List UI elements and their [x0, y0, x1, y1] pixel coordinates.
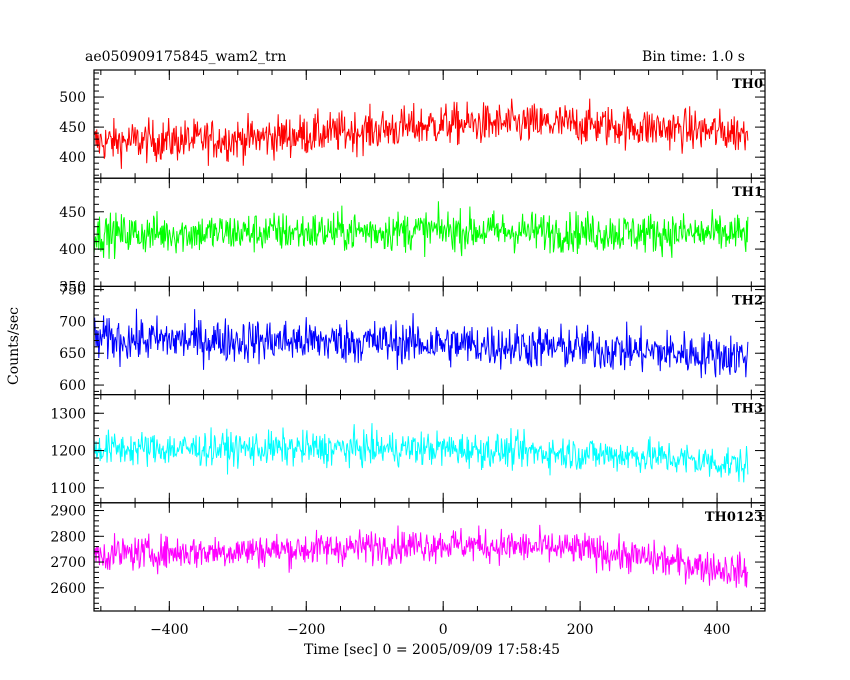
y-tick-label: 450 [59, 205, 86, 221]
panel-th2: 600 650 700 750 TH2 [59, 283, 766, 396]
y-tick-label: 1100 [50, 481, 86, 497]
bin-time-label: Bin time: 1.0 s [642, 49, 745, 65]
series-line-th2 [94, 308, 749, 379]
y-tick-label: 700 [59, 314, 86, 330]
x-axis-label: Time [sec] 0 = 2005/09/09 17:58:45 [304, 642, 560, 658]
y-tick-label: 2700 [50, 555, 86, 571]
x-tick-label: −400 [150, 622, 188, 638]
series-line-th0 [94, 98, 749, 169]
y-tick-label: 600 [59, 378, 86, 394]
series-label-th0123: TH0123 [705, 510, 763, 525]
y-tick-label: 2600 [50, 581, 86, 597]
panels: 400 450 500 TH0 350 400 450 TH1 600 650 700 750 TH2 1… [50, 69, 766, 612]
series-label-th2: TH2 [732, 293, 763, 308]
y-tick-label: 400 [59, 150, 86, 166]
y-tick-label: 400 [59, 242, 86, 258]
panel-th3: 1100 1200 1300 TH3 [50, 394, 766, 504]
panel-th0123: 2600 2700 2800 2900 TH0123 [50, 502, 766, 612]
y-tick-label: 750 [59, 283, 86, 299]
y-tick-label: 2800 [50, 529, 86, 545]
series-line-th1 [94, 201, 749, 260]
y-axis-label: Counts/sec [6, 307, 22, 385]
y-tick-label: 2900 [50, 504, 86, 520]
x-tick-label: 400 [704, 622, 731, 638]
panel-frame [93, 285, 766, 396]
x-axis: −400 −200 0 200 400 [150, 622, 730, 638]
series-label-th3: TH3 [732, 402, 763, 417]
y-tick-label: 1300 [50, 406, 86, 422]
series-line-th3 [94, 423, 749, 483]
x-tick-label: 200 [567, 622, 594, 638]
y-tick-label: 1200 [50, 444, 86, 460]
chart-title: ae050909175845_wam2_trn [85, 49, 286, 65]
y-tick-label: 450 [59, 120, 86, 136]
x-tick-label: −200 [287, 622, 325, 638]
series-label-th0: TH0 [732, 77, 763, 92]
y-tick-label: 350 [59, 279, 86, 295]
series-label-th1: TH1 [732, 185, 763, 200]
y-tick-label: 500 [59, 90, 86, 106]
y-tick-label: 650 [59, 346, 86, 362]
series-line-th0123 [94, 524, 749, 588]
panel-th1: 350 400 450 TH1 [59, 177, 766, 295]
panel-th0: 400 450 500 TH0 [59, 69, 766, 179]
x-tick-label: 0 [439, 622, 448, 638]
